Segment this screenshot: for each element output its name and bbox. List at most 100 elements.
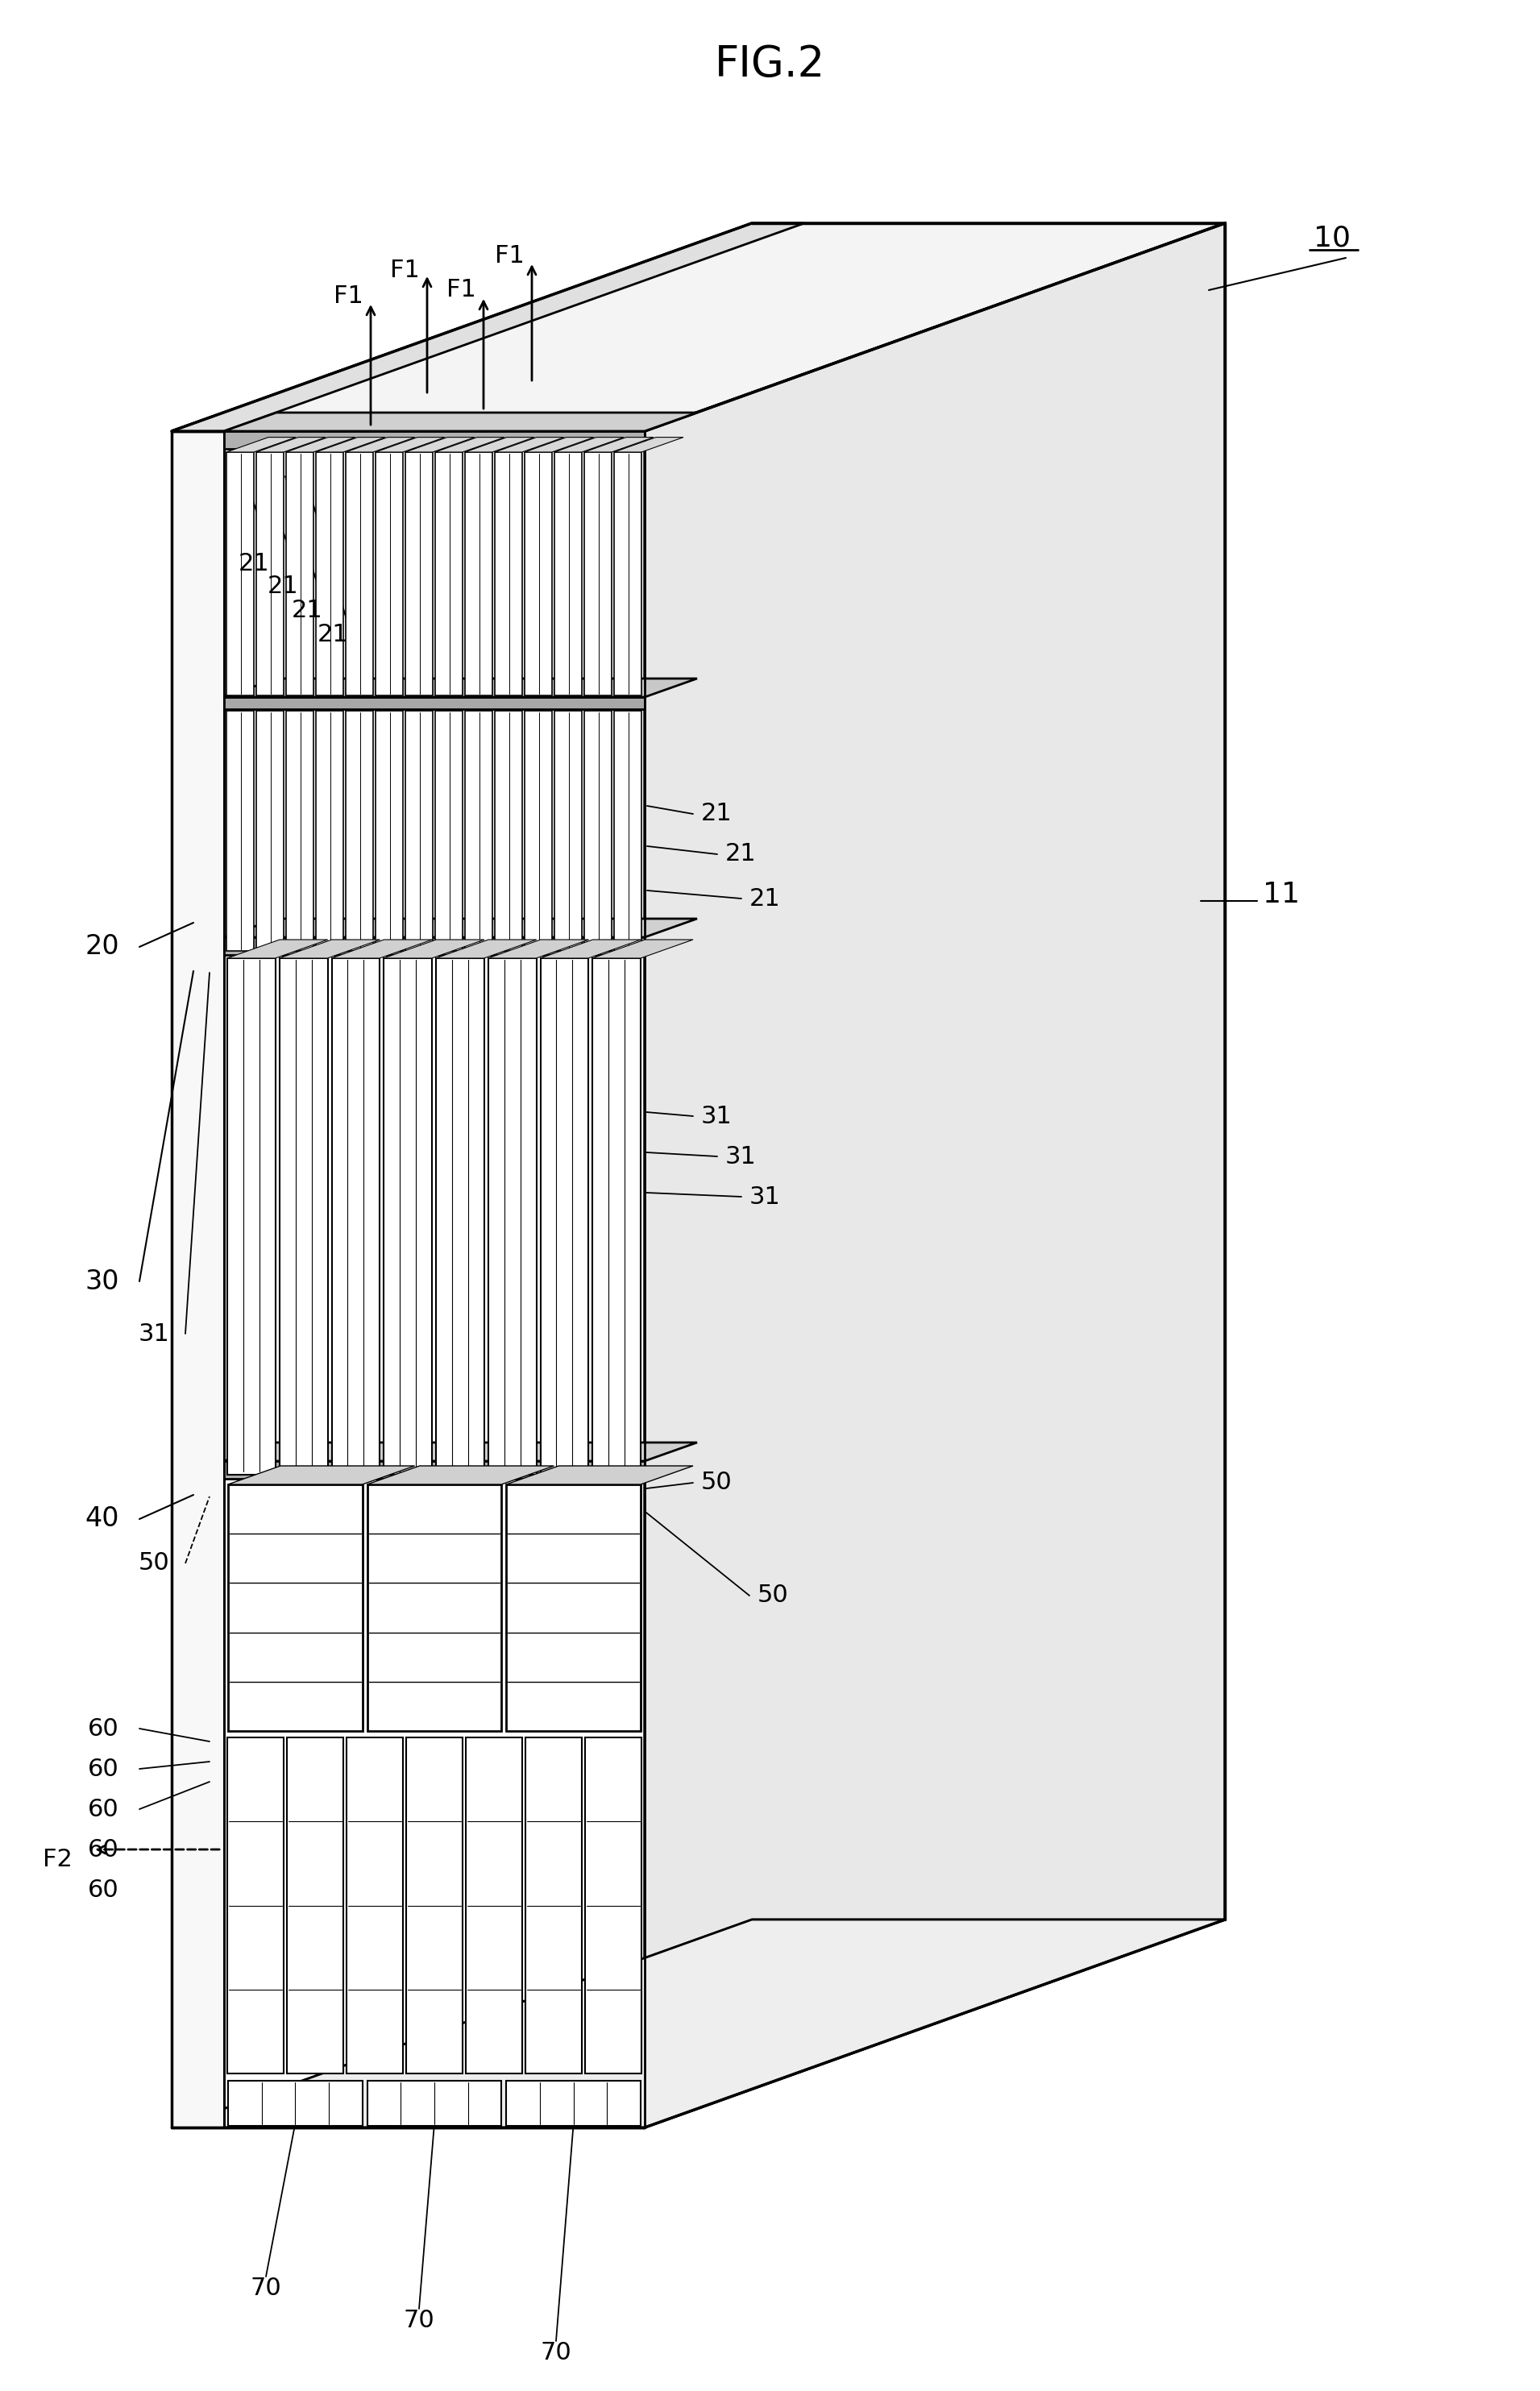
Polygon shape xyxy=(554,710,582,952)
Polygon shape xyxy=(316,710,343,952)
Text: 21: 21 xyxy=(291,600,322,622)
Polygon shape xyxy=(436,710,462,952)
Polygon shape xyxy=(436,940,536,959)
Polygon shape xyxy=(525,452,551,696)
Polygon shape xyxy=(256,452,283,696)
Polygon shape xyxy=(465,1738,522,2073)
Polygon shape xyxy=(223,414,698,430)
Polygon shape xyxy=(279,940,380,959)
Polygon shape xyxy=(228,2080,362,2126)
Text: 21: 21 xyxy=(317,624,348,646)
Polygon shape xyxy=(286,438,356,452)
Polygon shape xyxy=(171,1920,1224,2128)
Text: 60: 60 xyxy=(88,1798,119,1822)
Polygon shape xyxy=(171,222,1224,430)
Polygon shape xyxy=(223,1442,698,1461)
Polygon shape xyxy=(376,710,403,952)
Polygon shape xyxy=(436,452,462,696)
Polygon shape xyxy=(405,710,433,952)
Polygon shape xyxy=(226,452,254,696)
Polygon shape xyxy=(345,710,373,952)
Polygon shape xyxy=(347,1738,403,2073)
Text: 50: 50 xyxy=(701,1470,733,1494)
Polygon shape xyxy=(465,438,534,452)
Polygon shape xyxy=(345,438,414,452)
Polygon shape xyxy=(507,2080,641,2126)
Polygon shape xyxy=(316,438,385,452)
Polygon shape xyxy=(541,940,641,959)
Polygon shape xyxy=(405,438,474,452)
Text: 60: 60 xyxy=(88,1839,119,1860)
Polygon shape xyxy=(554,438,624,452)
Polygon shape xyxy=(286,452,314,696)
Polygon shape xyxy=(465,452,493,696)
Polygon shape xyxy=(645,222,1224,2128)
Text: 60: 60 xyxy=(88,1757,119,1781)
Text: 60: 60 xyxy=(88,1717,119,1741)
Polygon shape xyxy=(541,959,588,1475)
Polygon shape xyxy=(507,1466,693,1485)
Text: 70: 70 xyxy=(403,2310,434,2334)
Text: F1: F1 xyxy=(494,244,524,268)
Polygon shape xyxy=(316,452,343,696)
Text: F2: F2 xyxy=(43,1848,72,1870)
Polygon shape xyxy=(584,452,611,696)
Polygon shape xyxy=(614,710,642,952)
Polygon shape xyxy=(367,1485,502,1731)
Text: 70: 70 xyxy=(541,2341,571,2365)
Text: 21: 21 xyxy=(725,842,756,866)
Polygon shape xyxy=(405,452,433,696)
Polygon shape xyxy=(593,940,693,959)
Polygon shape xyxy=(228,1466,414,1485)
Polygon shape xyxy=(286,1738,343,2073)
Text: 31: 31 xyxy=(701,1105,733,1129)
Text: 11: 11 xyxy=(1263,880,1300,909)
Polygon shape xyxy=(383,959,431,1475)
Polygon shape xyxy=(593,959,641,1475)
Text: 50: 50 xyxy=(758,1583,788,1607)
Polygon shape xyxy=(228,1738,283,2073)
Polygon shape xyxy=(376,438,445,452)
Polygon shape xyxy=(554,452,582,696)
Polygon shape xyxy=(171,1920,1224,2128)
Polygon shape xyxy=(279,959,328,1475)
Polygon shape xyxy=(525,1738,582,2073)
Polygon shape xyxy=(226,438,296,452)
Polygon shape xyxy=(465,710,493,952)
Polygon shape xyxy=(331,959,380,1475)
Polygon shape xyxy=(228,1485,362,1731)
Polygon shape xyxy=(436,959,484,1475)
Text: 30: 30 xyxy=(85,1267,119,1294)
Polygon shape xyxy=(223,430,645,450)
Polygon shape xyxy=(383,940,484,959)
Polygon shape xyxy=(584,710,611,952)
Polygon shape xyxy=(223,679,698,698)
Text: 10: 10 xyxy=(1314,225,1351,251)
Text: 31: 31 xyxy=(725,1145,756,1169)
Polygon shape xyxy=(376,452,403,696)
Polygon shape xyxy=(585,1738,642,2073)
Text: 31: 31 xyxy=(750,1186,781,1207)
Polygon shape xyxy=(171,222,804,430)
Polygon shape xyxy=(223,1461,645,1478)
Polygon shape xyxy=(228,959,276,1475)
Polygon shape xyxy=(507,1485,641,1731)
Polygon shape xyxy=(407,1738,462,2073)
Polygon shape xyxy=(171,430,223,2128)
Polygon shape xyxy=(494,438,564,452)
Polygon shape xyxy=(436,438,505,452)
Polygon shape xyxy=(494,710,522,952)
Polygon shape xyxy=(488,940,588,959)
Polygon shape xyxy=(256,710,283,952)
Polygon shape xyxy=(614,438,684,452)
Polygon shape xyxy=(367,2080,502,2126)
Text: 40: 40 xyxy=(85,1506,119,1533)
Text: 60: 60 xyxy=(88,1877,119,1901)
Polygon shape xyxy=(494,452,522,696)
Text: F1: F1 xyxy=(447,277,476,301)
Polygon shape xyxy=(223,918,698,937)
Text: 21: 21 xyxy=(701,803,733,825)
Polygon shape xyxy=(345,452,373,696)
Text: 21: 21 xyxy=(239,552,269,576)
Polygon shape xyxy=(226,710,254,952)
